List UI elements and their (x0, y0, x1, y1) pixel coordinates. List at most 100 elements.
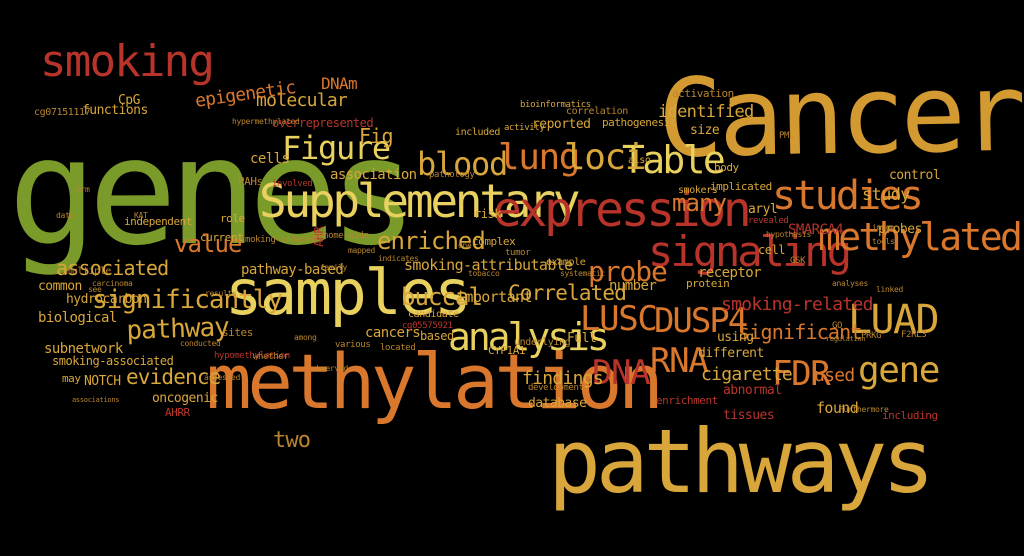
word: cells (250, 151, 290, 167)
word: NOTCH (84, 374, 121, 389)
word: significantly (92, 285, 283, 315)
word: PRKG (861, 331, 882, 341)
word: control (889, 168, 941, 183)
word: two (273, 428, 311, 453)
word: analyses (832, 279, 868, 288)
word: blood (417, 145, 508, 183)
word: protein (686, 277, 730, 290)
word: example (546, 257, 586, 268)
word: also (628, 155, 651, 166)
word: indicates (378, 254, 419, 263)
word: may (62, 372, 81, 385)
word: whether (253, 352, 289, 362)
word: data (56, 211, 74, 220)
word: tools (872, 237, 895, 246)
word: involved (272, 179, 313, 189)
word: associations (72, 396, 120, 404)
word: methylation (206, 337, 664, 426)
word: number (609, 278, 657, 294)
word: risk (474, 207, 501, 221)
word: expression (493, 182, 752, 238)
word: assessed (204, 373, 240, 382)
word: including (882, 409, 938, 422)
word: F2RL3 (901, 330, 927, 340)
word: LUAD (848, 297, 940, 343)
word: cell (758, 243, 785, 257)
word: analysis (448, 315, 610, 359)
word: aryl (748, 202, 778, 217)
word: complex (472, 235, 516, 248)
word: multiple (66, 266, 111, 277)
word: genome-wide (313, 231, 369, 241)
word: development (528, 383, 584, 393)
word: Figure (282, 129, 391, 167)
word: located (380, 343, 416, 353)
word: current (200, 231, 244, 244)
word: CpG (118, 93, 140, 108)
word: abnormal (723, 383, 782, 398)
word: smoking-attributable (404, 256, 573, 274)
word: Arm (76, 185, 90, 194)
word: Fig (359, 124, 394, 148)
word: KAT (134, 211, 148, 220)
word: activation (672, 87, 734, 100)
word: family (320, 263, 347, 272)
word: tissues (723, 408, 775, 423)
word: enrichment (656, 394, 718, 407)
word: smoking-related (721, 294, 873, 315)
word: significant (738, 320, 862, 344)
word: cancers (365, 325, 421, 341)
word: Correlated (508, 281, 627, 305)
word: smoking-associated (52, 354, 174, 368)
word: PAHs (238, 175, 263, 188)
word: role (220, 212, 245, 225)
word: Table (622, 138, 726, 182)
word: buccal (401, 283, 483, 311)
word: size (690, 123, 720, 138)
word: observed (312, 364, 348, 373)
word: receptor (698, 265, 762, 281)
word: see (88, 285, 102, 294)
word: database (528, 396, 587, 411)
word: SMARCA4 (788, 222, 844, 238)
word: different (698, 346, 764, 361)
word: probe (588, 255, 668, 288)
word: Supplementary (259, 174, 580, 228)
word: DNAm (321, 74, 358, 93)
word: GSK (790, 256, 806, 266)
word: overrepresented (272, 116, 374, 130)
word: loci (564, 137, 646, 178)
word: found (816, 399, 859, 417)
word: pathways (548, 410, 935, 513)
word: association (330, 167, 417, 183)
word: signaling (648, 227, 852, 276)
word: molecular (256, 90, 348, 111)
word: genes (8, 106, 418, 278)
word: CYP1A1 (488, 344, 526, 357)
word: evidence (126, 365, 221, 389)
word: using (717, 330, 754, 345)
word: tobacco (468, 269, 500, 278)
word: conducted (180, 339, 221, 348)
word: one (458, 241, 472, 250)
word: GO (832, 321, 843, 331)
word: regulation (826, 335, 866, 343)
word: image (872, 223, 895, 232)
word: correlation (566, 106, 628, 117)
word: activity (504, 123, 545, 133)
word: oncogenic (152, 391, 218, 406)
word: enriched (377, 227, 486, 255)
word: bioinformatics (520, 100, 591, 110)
word: included (455, 127, 500, 138)
word: functions (82, 103, 148, 118)
word: results (205, 289, 237, 298)
word: tumor (505, 248, 531, 258)
word: implicated (710, 180, 772, 193)
word: subnetwork (44, 341, 123, 357)
word: independent (124, 215, 193, 228)
word: FDR (772, 354, 831, 394)
word: sites (222, 326, 253, 339)
word: AHRR (165, 406, 190, 419)
word: DNA (592, 353, 651, 393)
